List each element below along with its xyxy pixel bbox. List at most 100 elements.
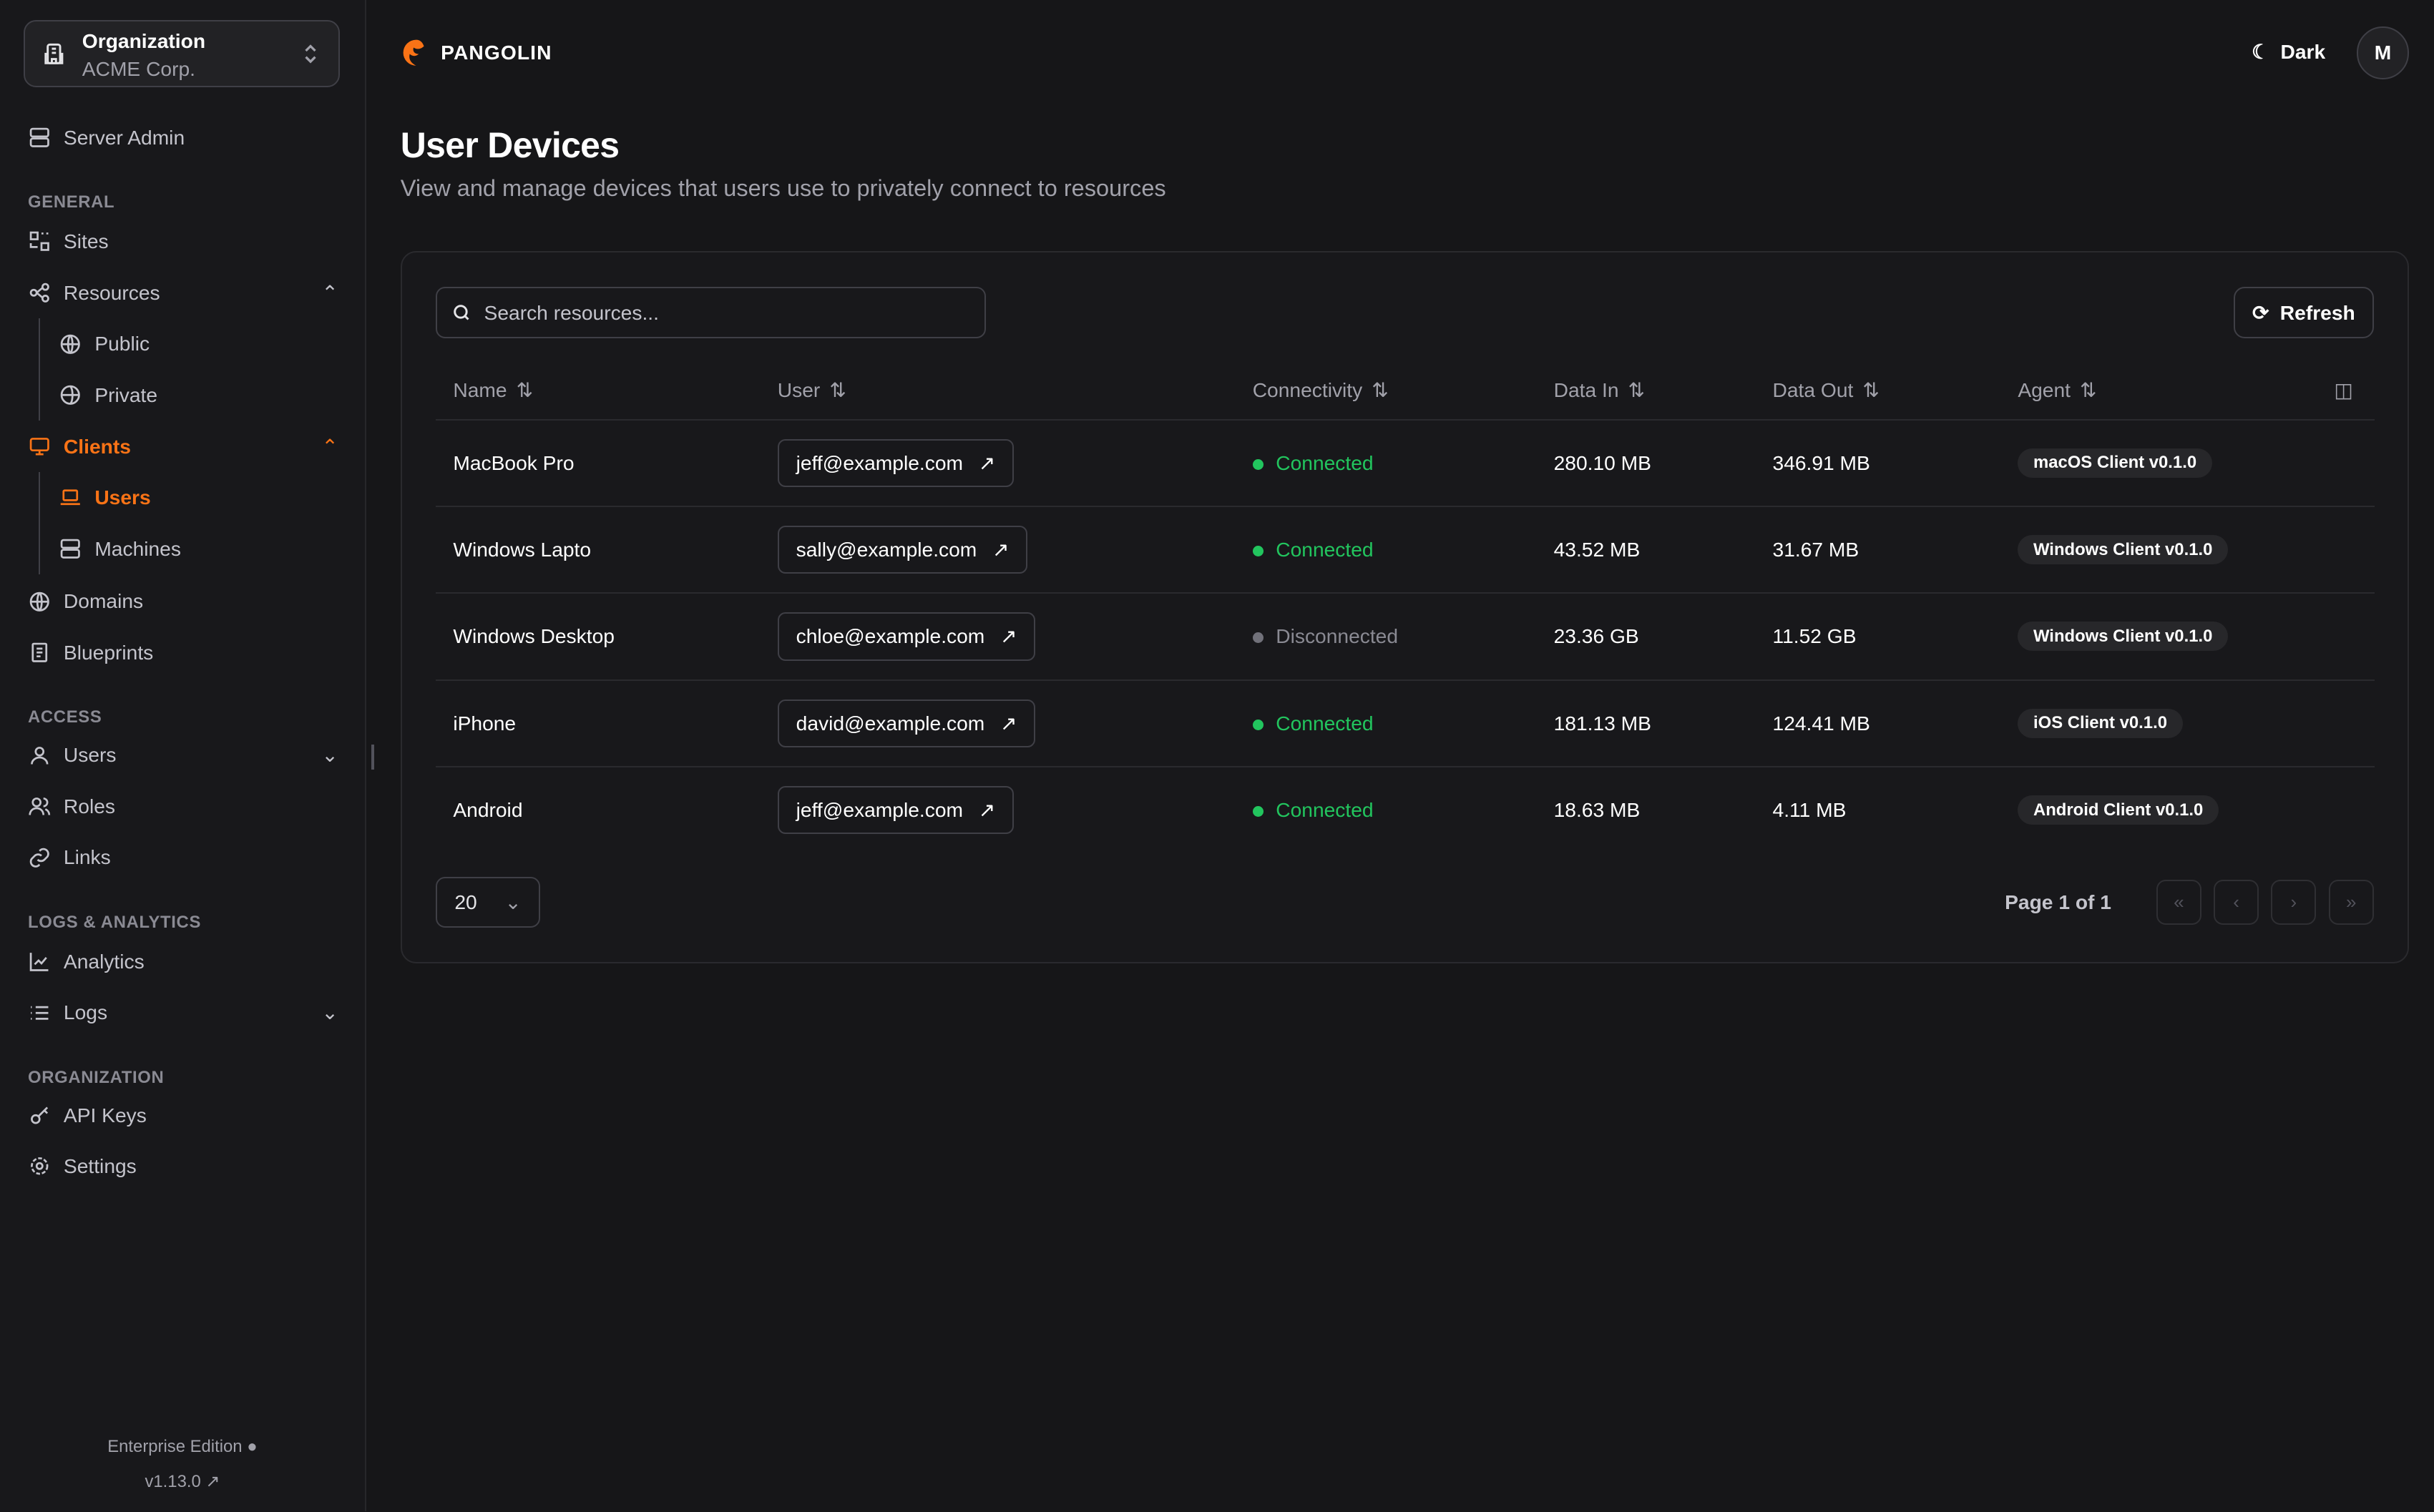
data-out: 31.67 MB [1755, 506, 2001, 594]
label: Links [63, 845, 111, 869]
section-general: GENERAL [28, 192, 115, 212]
sidebar-item-machines[interactable]: Machines [59, 537, 338, 561]
data-out: 346.91 MB [1755, 419, 2001, 507]
agent-badge: Windows Client v0.1.0 [2018, 535, 2229, 565]
data-in: 43.52 MB [1536, 506, 1756, 594]
theme-toggle[interactable]: ☾ Dark [2252, 40, 2325, 64]
version-link[interactable]: v1.13.0 ↗ [0, 1471, 365, 1492]
chevron-down-icon: ⌄ [321, 1001, 338, 1024]
user-link[interactable]: sally@example.com ↗ [777, 525, 1028, 574]
last-page-button[interactable]: » [2328, 880, 2374, 925]
gear-icon [31, 1157, 49, 1175]
table-row: MacBook Pro jeff@example.com ↗ Connected … [436, 419, 2375, 507]
pangolin-logo-icon [403, 39, 424, 66]
user-link[interactable]: david@example.com ↗ [777, 699, 1036, 747]
label: Logs [63, 1001, 108, 1024]
user-link[interactable]: jeff@example.com ↗ [777, 438, 1015, 487]
sidebar-item-sites[interactable]: Sites [28, 230, 338, 253]
arrow-up-right-icon: ↗ [999, 711, 1017, 735]
label: Users [63, 743, 117, 767]
sidebar-item-settings[interactable]: Settings [28, 1154, 338, 1178]
section-access: ACCESS [28, 707, 102, 727]
search-input[interactable]: Search resources... [436, 287, 986, 338]
main: PANGOLIN ☾ Dark M User Devices View and m… [366, 0, 2434, 1511]
next-page-button[interactable]: › [2271, 880, 2317, 925]
status-dot [1252, 458, 1264, 470]
label: Clients [63, 434, 131, 458]
search-icon [454, 305, 469, 320]
sidebar-resize-handle[interactable] [371, 745, 374, 770]
sidebar-item-access-users[interactable]: Users ⌄ [28, 743, 338, 767]
columns-toggle-button[interactable]: ◫ [2299, 361, 2375, 421]
column-header[interactable]: User ⇅ [760, 361, 1236, 421]
data-in: 18.63 MB [1553, 798, 1641, 822]
refresh-label: Refresh [2279, 300, 2355, 324]
first-page-button[interactable]: « [2156, 880, 2201, 925]
sidebar-item-blueprints[interactable]: Blueprints [28, 641, 338, 664]
label: Machines [94, 536, 181, 560]
edition-link[interactable]: Enterprise Edition ● [0, 1437, 365, 1457]
user-link[interactable]: jeff@example.com ↗ [777, 785, 1015, 835]
label: Private [94, 383, 158, 406]
brand-logo[interactable]: PANGOLIN [401, 37, 552, 68]
arrow-up-right-icon: ↗ [978, 451, 996, 474]
status-text: Connected [1276, 451, 1374, 474]
sidebar-item-analytics[interactable]: Analytics [28, 950, 338, 973]
column-header[interactable]: Agent ⇅ [2000, 361, 2299, 421]
globe-icon [29, 591, 49, 612]
table-row: Windows Lapto sally@example.com ↗ Connect… [436, 506, 2375, 594]
org-switcher[interactable]: Organization ACME Corp. [23, 20, 341, 87]
table-row: Android jeff@example.com ↗ Connected 18.6… [436, 767, 2375, 853]
server-icon [61, 539, 81, 559]
user-link[interactable]: chloe@example.com ↗ [777, 612, 1036, 661]
label: Resources [63, 280, 160, 304]
version-label: v1.13.0 [145, 1471, 201, 1491]
org-label: Organization [82, 29, 206, 53]
chart-line-icon [29, 953, 49, 971]
agent-badge: Android Client v0.1.0 [2018, 795, 2219, 825]
status-text: Connected [1276, 711, 1374, 735]
sidebar-item-server-admin[interactable]: Server Admin [28, 126, 338, 149]
building-icon [44, 44, 64, 65]
status-dot [1252, 632, 1264, 644]
column-header[interactable]: Data In ⇅ [1536, 361, 1756, 421]
resources-icon [29, 283, 49, 303]
sidebar-item-users[interactable]: Users [59, 486, 338, 509]
chevrons-up-down-icon [305, 44, 316, 64]
device-name: iPhone [436, 679, 761, 767]
device-name: Android [453, 798, 523, 822]
sidebar-item-logs[interactable]: Logs ⌄ [28, 1001, 338, 1024]
column-header[interactable]: Name ⇅ [436, 361, 761, 421]
chevron-up-icon: ⌃ [321, 280, 338, 304]
link-icon [29, 848, 49, 868]
refresh-icon: ⟳ [2252, 300, 2269, 324]
label: Analytics [63, 949, 145, 973]
column-header[interactable]: Data Out ⇅ [1755, 361, 2001, 421]
sidebar-item-public[interactable]: Public [59, 332, 338, 355]
label: Settings [63, 1154, 137, 1178]
moon-icon: ☾ [2252, 40, 2270, 64]
label: Users [94, 486, 151, 509]
status-dot [1252, 545, 1264, 557]
sidebar-item-links[interactable]: Links [28, 845, 338, 869]
prev-page-button[interactable]: ‹ [2214, 880, 2259, 925]
sidebar-item-resources[interactable]: Resources ⌃ [28, 281, 338, 305]
search-placeholder: Search resources... [484, 300, 659, 324]
refresh-button[interactable]: ⟳ Refresh [2234, 287, 2374, 338]
sidebar-item-private[interactable]: Private [59, 383, 338, 407]
sidebar-item-roles[interactable]: Roles [28, 795, 338, 818]
page-size-select[interactable]: 20 ⌄ [436, 876, 540, 928]
sidebar-item-domains[interactable]: Domains [28, 589, 338, 613]
brand-name: PANGOLIN [441, 41, 552, 64]
user-icon [31, 746, 49, 765]
label: API Keys [63, 1103, 147, 1126]
laptop-icon [61, 489, 81, 506]
sidebar: Organization ACME Corp. Server Admin GEN… [0, 0, 366, 1512]
avatar[interactable]: M [2356, 26, 2410, 79]
user-email: chloe@example.com [796, 624, 985, 648]
sidebar-item-api-keys[interactable]: API Keys [28, 1104, 338, 1127]
page-size-value: 20 [454, 890, 477, 913]
sort-icon: ⇅ [1628, 378, 1646, 401]
column-header[interactable]: Connectivity ⇅ [1235, 361, 1537, 421]
sidebar-item-clients[interactable]: Clients ⌃ [28, 435, 338, 458]
